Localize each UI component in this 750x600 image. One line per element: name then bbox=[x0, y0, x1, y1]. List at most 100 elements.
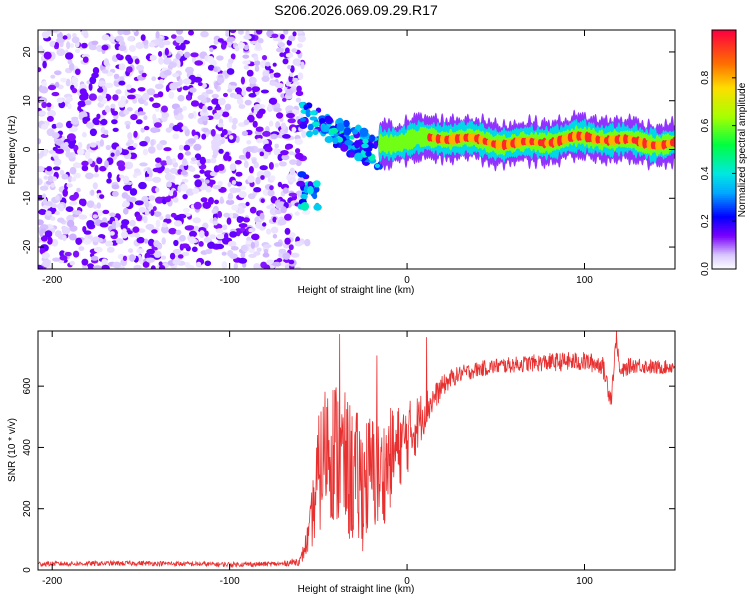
spectrogram-cell bbox=[218, 97, 226, 106]
spectrogram-cell bbox=[178, 144, 184, 151]
spectrogram-cell bbox=[75, 68, 81, 76]
spectrogram-cell bbox=[123, 109, 130, 115]
spectrogram-cell bbox=[81, 165, 89, 172]
spectrogram-cell bbox=[51, 239, 59, 247]
spectrogram-cell bbox=[154, 83, 164, 90]
colorbar-band bbox=[712, 265, 736, 268]
colorbar-band bbox=[712, 85, 736, 89]
colorbar-band bbox=[712, 189, 736, 192]
spectrogram-cell bbox=[243, 119, 250, 126]
spectrogram-cell bbox=[40, 86, 49, 94]
colorbar-band bbox=[712, 241, 736, 244]
spectrogram-cell bbox=[89, 142, 97, 148]
spectrogram-cell bbox=[267, 189, 275, 197]
spectrogram-cell bbox=[323, 125, 330, 133]
spectrogram-cell bbox=[100, 118, 108, 126]
spectrogram-cell bbox=[217, 180, 223, 187]
colorbar-band bbox=[712, 237, 736, 240]
spectrogram-cell bbox=[89, 128, 97, 137]
spectrogram-cell bbox=[289, 72, 294, 77]
spectrogram-cell bbox=[115, 53, 122, 59]
spectrogram-cell bbox=[51, 123, 57, 129]
spectrogram-cell bbox=[172, 73, 179, 78]
spectrogram-cell bbox=[144, 209, 150, 216]
spectrogram-cell bbox=[96, 113, 101, 120]
snr-y-tick-label: 0 bbox=[22, 567, 33, 573]
spectrogram-cell bbox=[229, 253, 238, 259]
spectrogram-cell bbox=[262, 130, 271, 137]
spectrogram-cell bbox=[189, 230, 197, 238]
snr-x-tick-label: -100 bbox=[220, 576, 240, 587]
spectrogram-cell bbox=[41, 123, 49, 130]
spectrogram-cell bbox=[291, 48, 298, 53]
spectrogram-cell bbox=[234, 188, 241, 193]
spectrogram-cell bbox=[259, 212, 265, 220]
colorbar-band bbox=[712, 171, 736, 174]
spectrogram-cell bbox=[99, 222, 109, 228]
spectrogram-cell bbox=[275, 121, 281, 129]
spectrogram-cell bbox=[238, 104, 246, 109]
colorbar-band bbox=[712, 211, 736, 214]
spectrogram-cell bbox=[65, 96, 73, 102]
spectrogram-cell bbox=[110, 152, 115, 157]
spectrogram-cell bbox=[112, 261, 122, 269]
spectrogram-cell bbox=[148, 42, 156, 48]
spectrogram-cell bbox=[103, 129, 109, 135]
colorbar-band bbox=[712, 243, 736, 246]
spectrogram-cell bbox=[144, 176, 153, 182]
spectrogram-cell bbox=[262, 252, 270, 258]
spectrogram-cell bbox=[92, 214, 98, 219]
colorbar-band bbox=[712, 47, 736, 51]
colorbar-band bbox=[712, 83, 736, 87]
spectrogram-cell bbox=[288, 192, 297, 197]
spectrogram-cell bbox=[88, 83, 93, 91]
spectrogram-cell bbox=[127, 132, 133, 140]
spectrogram-cell bbox=[172, 197, 179, 203]
spectrogram-cell bbox=[182, 194, 188, 200]
spectrogram-cell bbox=[285, 88, 293, 96]
spectrogram-cell bbox=[297, 72, 304, 80]
spectrogram-cell bbox=[208, 197, 214, 205]
spectrogram-cell bbox=[280, 150, 289, 156]
spectrogram-cell bbox=[226, 217, 232, 225]
spectrogram-cell bbox=[176, 60, 181, 68]
spectrogram-cell bbox=[38, 110, 46, 116]
colorbar-label: Normalized spectral amplitude bbox=[737, 82, 748, 217]
spectrogram-cell bbox=[96, 202, 102, 209]
colorbar-band bbox=[712, 57, 736, 61]
spectrogram-cell bbox=[136, 64, 145, 71]
spectrogram-cell bbox=[172, 58, 178, 63]
spectrogram-cell bbox=[135, 119, 143, 125]
spectrogram-cell bbox=[126, 194, 131, 203]
snr-x-tick-label: 0 bbox=[404, 576, 410, 587]
spectrogram-cell bbox=[129, 188, 138, 196]
spectrogram-cell bbox=[65, 52, 74, 60]
spectrogram-cell bbox=[247, 193, 256, 200]
spectrogram-cell bbox=[219, 198, 225, 204]
spectrogram-cell bbox=[247, 175, 255, 183]
spectrogram-cell bbox=[256, 97, 261, 104]
spectrogram-cell bbox=[243, 217, 250, 223]
spectrogram-cell bbox=[241, 130, 248, 136]
spectrogram-cell bbox=[230, 246, 239, 251]
colorbar-tick-label: 0.0 bbox=[700, 262, 711, 276]
spectrogram-cell bbox=[55, 122, 64, 129]
spectrogram-cell bbox=[295, 97, 302, 103]
spectrogram-cell bbox=[147, 238, 155, 247]
spectrogram-cell bbox=[101, 86, 108, 94]
spectrogram-cell bbox=[235, 171, 243, 177]
snr-y-ticks: 0 200 400 600 bbox=[22, 377, 675, 573]
spectrogram-cell bbox=[190, 157, 197, 162]
spectrogram-cell bbox=[244, 99, 252, 106]
spectrogram-cell bbox=[63, 141, 69, 147]
spectrogram-cell bbox=[193, 225, 199, 232]
spectrogram-x-tick-label: 0 bbox=[404, 275, 410, 286]
spectrogram-cell bbox=[73, 210, 82, 215]
colorbar-band bbox=[712, 53, 736, 57]
spectrogram-cell bbox=[276, 258, 283, 263]
spectrogram-cell bbox=[295, 148, 301, 154]
colorbar-band bbox=[712, 247, 736, 250]
spectrogram-cell bbox=[237, 42, 246, 49]
spectrogram-cell bbox=[191, 246, 198, 253]
colorbar-band bbox=[712, 133, 736, 137]
